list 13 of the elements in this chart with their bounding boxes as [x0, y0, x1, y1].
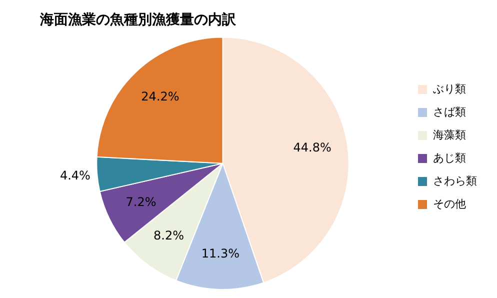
data-label: 24.2%: [141, 90, 180, 104]
legend-label: あじ類: [433, 151, 466, 164]
legend-label: さば類: [433, 105, 466, 118]
data-label: 11.3%: [201, 246, 240, 260]
legend-label: ぶり類: [433, 82, 466, 96]
chart-title: 海面漁業の魚種別漁獲量の内訳: [39, 12, 237, 28]
data-label: 8.2%: [153, 228, 184, 243]
data-label: 7.2%: [126, 195, 156, 210]
legend-label: 海藻類: [433, 128, 466, 142]
legend-label: さわら類: [433, 174, 477, 188]
data-label: 44.8%: [293, 140, 332, 155]
legend-label: その他: [433, 197, 466, 210]
data-label: 4.4%: [60, 168, 90, 182]
